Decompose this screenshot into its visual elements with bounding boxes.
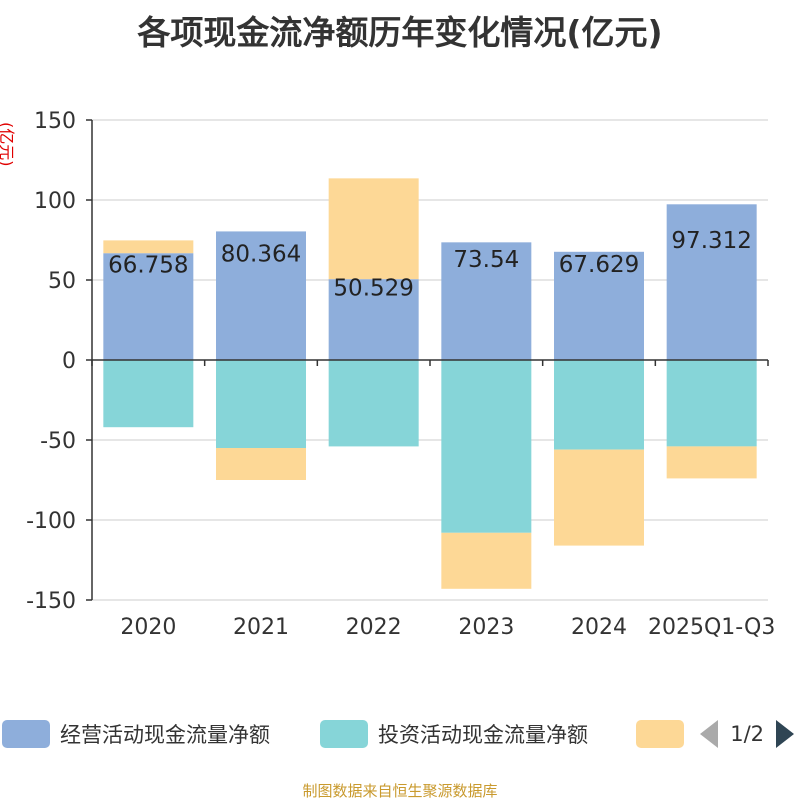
bar-series-0 — [216, 231, 306, 360]
bar-series-2 — [441, 532, 532, 589]
bar-series-1 — [328, 360, 419, 447]
bar-series-2 — [216, 448, 306, 480]
data-label: 67.629 — [559, 252, 639, 278]
legend-swatch-operating — [2, 720, 50, 748]
legend-swatch-investing — [320, 720, 368, 748]
data-label: 66.758 — [108, 253, 188, 279]
legend-pager: 1/2 — [700, 720, 794, 748]
y-tick-label: -100 — [26, 509, 76, 534]
bar-series-0 — [103, 253, 194, 360]
bar-series-1 — [666, 360, 757, 447]
data-label: 80.364 — [221, 242, 301, 268]
x-tick-label: 2023 — [458, 615, 514, 640]
y-tick-label: 100 — [34, 189, 76, 214]
x-tick-label: 2020 — [120, 615, 176, 640]
prev-page-icon[interactable] — [700, 720, 719, 748]
legend-item-operating[interactable]: 经营活动现金流量净额 — [2, 716, 270, 752]
data-label: 97.312 — [671, 228, 751, 254]
bar-series-2 — [554, 449, 644, 546]
x-tick-label: 2022 — [346, 615, 402, 640]
bar-series-0 — [328, 279, 419, 360]
y-tick-label: -50 — [40, 429, 76, 454]
data-label: 73.54 — [453, 247, 519, 273]
y-tick-label: -150 — [26, 589, 76, 614]
bar-series-1 — [554, 360, 644, 450]
y-tick-label: 50 — [48, 269, 76, 294]
x-tick-label: 2021 — [233, 615, 289, 640]
legend-swatch-financing — [636, 720, 684, 748]
y-tick-label: 0 — [62, 349, 76, 374]
bar-series-0 — [666, 204, 757, 360]
legend-label-operating: 经营活动现金流量净额 — [60, 723, 270, 747]
bar-chart: 150 100 50 0 -50 -100 -150 66.758 2020 80.364 2021… — [26, 109, 775, 640]
bar-series-1 — [441, 360, 532, 533]
legend-item-financing[interactable] — [636, 716, 694, 752]
data-label: 50.529 — [333, 276, 413, 302]
next-page-icon[interactable] — [776, 720, 794, 748]
legend-page-indicator: 1/2 — [730, 722, 764, 746]
x-tick-label: 2024 — [571, 615, 627, 640]
bar-series-0 — [554, 251, 644, 360]
y-tick-label: 150 — [34, 109, 76, 134]
legend: 经营活动现金流量净额 投资活动现金流量净额 — [0, 716, 800, 756]
chart-title: 各项现金流净额历年变化情况(亿元) — [137, 13, 663, 52]
bar-series-0 — [441, 242, 532, 360]
bar-series-2 — [103, 240, 194, 254]
x-tick-label: 2025Q1-Q3 — [648, 615, 775, 640]
bar-series-2 — [666, 446, 757, 479]
data-source-footer: 制图数据来自恒生聚源数据库 — [302, 782, 498, 800]
legend-label-investing: 投资活动现金流量净额 — [378, 723, 588, 747]
bar-series-1 — [216, 360, 306, 448]
bar-series-2 — [328, 178, 419, 280]
bar-series-1 — [103, 360, 194, 428]
legend-item-investing[interactable]: 投资活动现金流量净额 — [320, 716, 588, 752]
